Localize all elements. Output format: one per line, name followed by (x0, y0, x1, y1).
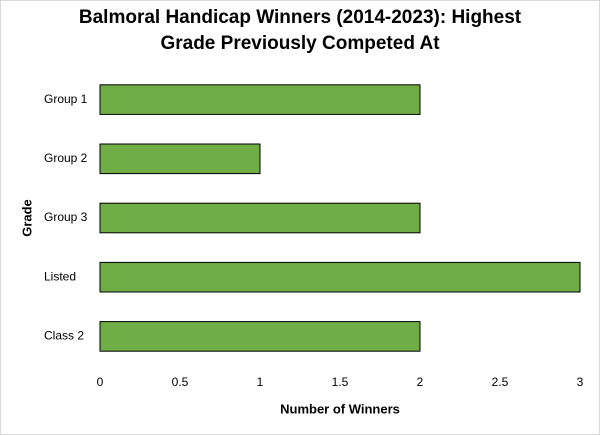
y-axis-title: Grade (19, 199, 34, 237)
chart-title: Grade Previously Competed At (160, 33, 440, 54)
x-tick-label: 1.5 (332, 375, 349, 389)
y-tick-label: Group 2 (44, 151, 88, 165)
x-tick-label: 3 (577, 375, 584, 389)
x-tick-label: 0 (97, 375, 104, 389)
y-tick-label: Class 2 (44, 329, 84, 343)
bar (99, 202, 421, 234)
bar (99, 143, 261, 175)
y-tick-label: Group 3 (44, 210, 88, 224)
bar (99, 261, 581, 293)
bar (99, 84, 421, 115)
y-tick-label: Group 1 (44, 92, 88, 106)
x-tick-label: 2 (417, 375, 424, 389)
x-axis-title: Number of Winners (280, 401, 400, 416)
chart-title: Balmoral Handicap Winners (2014-2023): H… (79, 7, 522, 28)
y-tick-label: Listed (44, 269, 76, 283)
x-tick-label: 0.5 (172, 375, 189, 389)
x-tick-label: 2.5 (492, 375, 509, 389)
x-tick-label: 1 (257, 375, 264, 389)
bar (99, 321, 421, 352)
